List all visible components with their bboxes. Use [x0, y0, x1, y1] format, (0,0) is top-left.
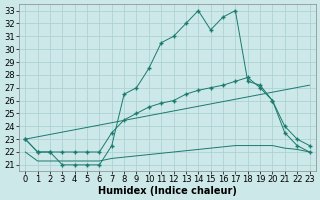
X-axis label: Humidex (Indice chaleur): Humidex (Indice chaleur) — [98, 186, 237, 196]
